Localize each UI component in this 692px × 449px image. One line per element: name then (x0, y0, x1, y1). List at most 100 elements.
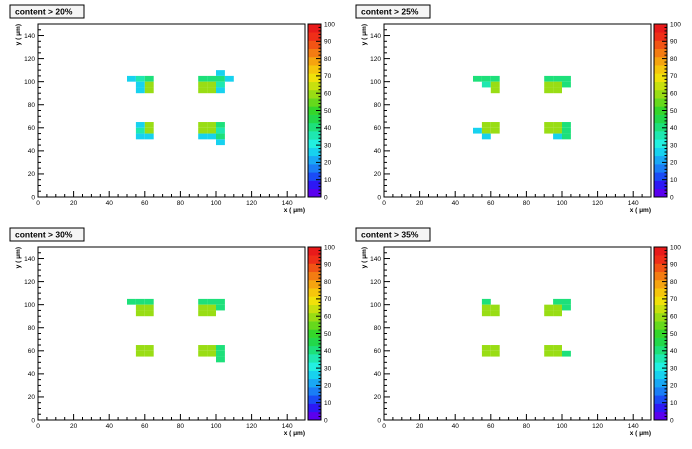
y-tick-label: 120 (24, 56, 35, 63)
y-axis-label: y ( μm) (361, 24, 368, 45)
color-scale-label: 90 (670, 262, 678, 269)
y-tick-label: 60 (28, 348, 36, 355)
color-scale-label: 50 (670, 331, 678, 338)
y-tick-label: 20 (28, 394, 36, 401)
heatmap-cell (216, 81, 225, 88)
heatmap-cell (473, 75, 482, 82)
x-tick-label: 80 (523, 200, 531, 207)
heatmap-cell (216, 75, 225, 82)
y-tick-label: 100 (370, 302, 381, 309)
heatmap-cell (562, 75, 571, 82)
x-tick-label: 20 (70, 200, 78, 207)
x-tick-label: 20 (70, 423, 78, 430)
heatmap-cell (553, 350, 562, 357)
color-scale-label: 80 (324, 279, 332, 286)
color-scale-label: 30 (324, 142, 332, 149)
color-scale-label: 70 (670, 73, 678, 80)
color-scale-label: 0 (324, 417, 328, 424)
x-tick-label: 60 (487, 200, 495, 207)
color-scale-segment (654, 395, 667, 404)
color-scale: 0 10 20 30 40 50 60 70 80 90 100 (307, 21, 335, 201)
heatmap-cell (216, 139, 225, 146)
color-scale-segment (654, 378, 667, 388)
color-scale-segment (654, 65, 667, 74)
x-tick-label: 80 (177, 423, 185, 430)
color-scale-segment (308, 337, 321, 347)
heatmap-cell (490, 310, 500, 317)
panel-title: content > 25% (355, 4, 431, 19)
heatmap-cell (144, 310, 154, 317)
color-scale-label: 30 (670, 365, 678, 372)
x-tick-label: 120 (592, 200, 603, 207)
color-scale-segment (654, 24, 667, 33)
plot-frame (383, 23, 652, 198)
color-scale-label: 40 (670, 125, 678, 132)
y-tick-label: 20 (374, 171, 382, 178)
heatmap-cells (473, 75, 571, 140)
y-tick-label: 100 (24, 79, 35, 86)
color-scale-segment (308, 114, 321, 124)
heatmap-cell (490, 75, 500, 82)
heatmap-cell (216, 304, 225, 311)
heatmap-cell (198, 87, 208, 94)
y-tick-label: 140 (24, 256, 35, 263)
x-tick-label: 20 (416, 200, 424, 207)
heatmap-cell (198, 298, 208, 305)
color-scale-segment (654, 279, 667, 289)
heatmap-cell (544, 87, 554, 94)
color-scale-label: 10 (324, 177, 332, 184)
heatmap-cell (144, 345, 154, 351)
heatmap-cell (216, 127, 225, 134)
color-scale-label: 100 (324, 21, 335, 28)
color-scale-label: 100 (324, 244, 335, 251)
color-scale-segment (654, 247, 667, 256)
color-scale-segment (308, 411, 321, 421)
color-scale-segment (308, 48, 321, 58)
heatmap-cell (490, 122, 500, 128)
color-scale-segment (308, 370, 321, 380)
heatmap-cell (135, 298, 145, 305)
x-tick-label: 40 (106, 200, 114, 207)
color-scale-label: 20 (670, 160, 678, 167)
chart-title: content > 25% (361, 7, 419, 17)
color-scale-segment (308, 131, 321, 140)
x-tick-label: 120 (246, 423, 257, 430)
color-scale-segment (308, 329, 321, 338)
y-tick-label: 80 (374, 325, 382, 332)
heatmap-cell (544, 350, 554, 357)
heatmap-cell (198, 133, 208, 140)
heatmap-cell (553, 87, 562, 94)
color-scale-segment (654, 89, 667, 99)
color-scale-label: 60 (324, 91, 332, 98)
color-scale-segment (654, 387, 667, 396)
heatmap-cell (562, 350, 571, 357)
color-scale-segment (308, 73, 321, 82)
color-scale-label: 100 (670, 244, 681, 251)
y-tick-label: 40 (374, 371, 382, 378)
color-scale-segment (654, 98, 667, 107)
heatmap-cell (144, 127, 154, 134)
color-scale-label: 70 (670, 296, 678, 303)
color-scale-label: 30 (670, 142, 678, 149)
x-tick-label: 100 (557, 423, 568, 430)
y-axis-label: y ( μm) (15, 247, 22, 268)
x-tick-label: 60 (487, 423, 495, 430)
y-tick-label: 100 (370, 79, 381, 86)
heatmap-cell (553, 122, 562, 128)
color-scale-segment (654, 296, 667, 305)
x-tick-label: 100 (211, 200, 222, 207)
heatmap-cell (553, 310, 562, 317)
y-tick-label: 140 (370, 33, 381, 40)
heatmap-cell (198, 127, 208, 134)
plot-frame (383, 246, 652, 421)
x-tick-label: 140 (628, 423, 639, 430)
color-scale-segment (308, 106, 321, 115)
color-scale-label: 50 (670, 108, 678, 115)
color-scale-label: 100 (670, 21, 681, 28)
color-scale-segment (654, 337, 667, 347)
heatmap-cell (481, 75, 491, 82)
y-tick-label: 120 (24, 279, 35, 286)
heatmap-cell (207, 127, 216, 134)
heatmap-cell (144, 298, 154, 305)
